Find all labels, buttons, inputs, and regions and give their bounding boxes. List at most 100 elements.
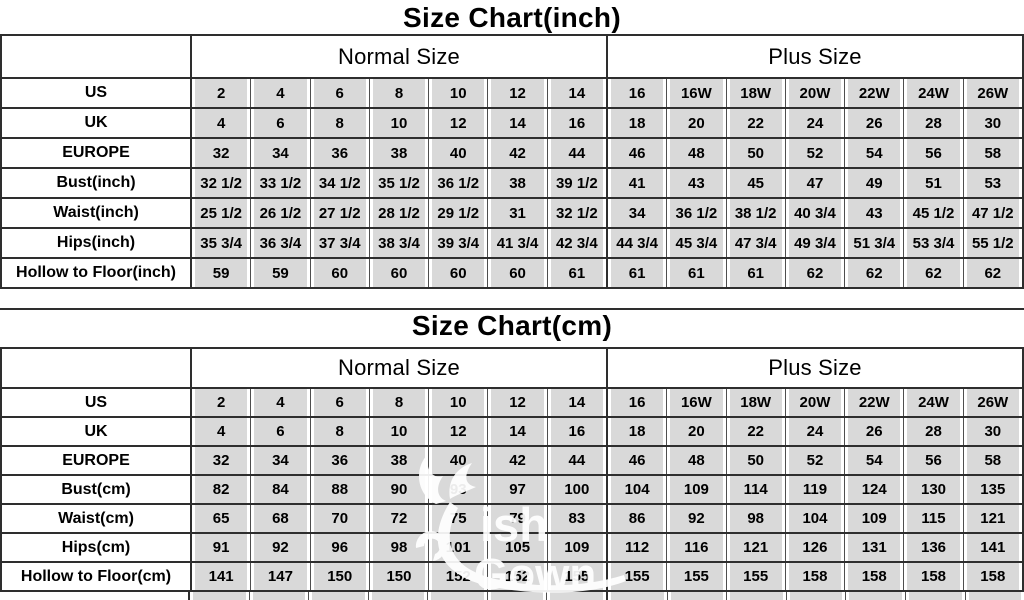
group-header-plus-size: Plus Size [606,349,1022,387]
size-value-cell: 59 [190,259,251,287]
size-value-cell: 24W [903,389,963,416]
size-value-cell: 83 [546,505,606,532]
size-value-cell: 158 [962,563,1022,590]
size-value-cell: 43 [666,169,726,197]
size-value-cell: 105 [487,534,547,561]
size-value-cell: 58 [962,139,1022,167]
size-value-cell: 48 [666,447,726,474]
size-value-cell: 49 [844,169,904,197]
size-value-cell: 33 1/2 [250,169,310,197]
size-value-cell: 29 1/2 [428,199,488,227]
row-label-europe: EUROPE [2,447,190,474]
size-value-cell: 34 [605,199,667,227]
size-value-cell: 45 3/4 [666,229,726,257]
size-value-cell: 50 [725,139,785,167]
size-value-cell: 155 [666,563,726,590]
size-value-cell: 27 1/2 [309,199,369,227]
size-value-cell: 61 [546,259,606,287]
size-value-cell: 97 [487,476,547,503]
size-value-cell: 16W [666,79,726,107]
size-value-cell: 75 [428,505,488,532]
size-value-cell: 155 [546,563,606,590]
size-value-cell: 55 1/2 [962,229,1022,257]
size-value-cell: 10 [428,389,488,416]
size-value-cell: 60 [368,259,429,287]
size-value-cell: 44 3/4 [605,229,667,257]
size-value-cell: 126 [784,534,845,561]
size-value-cell: 32 1/2 [190,169,251,197]
size-value-cell: 2 [190,389,251,416]
size-value-cell: 32 [190,447,251,474]
cropped-empty-cell [726,592,786,600]
size-value-cell: 26 1/2 [250,199,310,227]
size-value-cell: 45 [725,169,785,197]
size-value-cell: 93 [428,476,488,503]
table-row-bust-inch: Bust(inch) 32 1/2 33 1/2 34 1/2 35 1/2 36 1/2… [2,167,1022,197]
size-value-cell: 14 [546,79,606,107]
size-value-cell: 16 [605,79,667,107]
size-value-cell: 28 [903,418,963,445]
size-value-cell: 34 [250,447,310,474]
size-value-cell: 39 3/4 [428,229,488,257]
size-value-cell: 24 [784,109,845,137]
size-value-cell: 61 [725,259,785,287]
size-value-cell: 82 [190,476,251,503]
row-label-us: US [2,79,190,107]
size-value-cell: 47 [784,169,845,197]
size-value-cell: 92 [250,534,310,561]
size-value-cell: 100 [546,476,606,503]
size-value-cell: 36 1/2 [666,199,726,227]
size-value-cell: 14 [546,389,606,416]
size-value-cell: 35 3/4 [190,229,251,257]
size-value-cell: 147 [250,563,310,590]
cropped-empty-cell [427,592,487,600]
cropped-next-row [0,592,1024,600]
size-value-cell: 40 [428,447,488,474]
size-value-cell: 12 [487,79,547,107]
cropped-empty-cell [486,592,547,600]
size-value-cell: 60 [428,259,488,287]
size-value-cell: 90 [368,476,429,503]
size-value-cell: 41 [605,169,667,197]
row-label-waist-inch: Waist(inch) [2,199,190,227]
size-value-cell: 131 [844,534,904,561]
size-value-cell: 44 [546,447,606,474]
size-value-cell: 40 3/4 [784,199,845,227]
size-value-cell: 136 [903,534,963,561]
size-value-cell: 42 [487,139,547,167]
size-value-cell: 121 [962,505,1022,532]
row-label-uk: UK [2,418,190,445]
size-value-cell: 54 [844,139,904,167]
size-value-cell: 62 [844,259,904,287]
size-value-cell: 14 [487,418,547,445]
row-label-bust-cm: Bust(cm) [2,476,190,503]
table-row-uk: UK 4 6 8 10 12 14 16 18 20 22 24 26 28 30 [2,416,1022,445]
size-value-cell: 40 [428,139,488,167]
table-row-hollow-to-floor-cm: Hollow to Floor(cm) 141 147 150 150 152 152 155… [2,561,1022,590]
size-value-cell: 115 [903,505,963,532]
size-value-cell: 20 [666,418,726,445]
size-value-cell: 158 [844,563,904,590]
size-value-cell: 46 [605,139,667,167]
size-value-cell: 124 [844,476,904,503]
corner-cell [2,349,190,387]
size-value-cell: 36 1/2 [428,169,488,197]
size-value-cell: 91 [190,534,251,561]
size-value-cell: 44 [546,139,606,167]
size-value-cell: 155 [605,563,667,590]
size-value-cell: 62 [962,259,1022,287]
size-value-cell: 20 [666,109,726,137]
size-value-cell: 121 [725,534,785,561]
size-value-cell: 6 [250,418,310,445]
size-value-cell: 26 [844,418,904,445]
size-value-cell: 59 [250,259,310,287]
size-value-cell: 28 1/2 [368,199,429,227]
row-label-europe: EUROPE [2,139,190,167]
size-value-cell: 16 [605,389,667,416]
size-value-cell: 46 [605,447,667,474]
size-value-cell: 37 3/4 [309,229,369,257]
size-value-cell: 6 [250,109,310,137]
row-label-waist-cm: Waist(cm) [2,505,190,532]
cropped-empty-cell [904,592,965,600]
table-row-europe: EUROPE 32 34 36 38 40 42 44 46 48 50 52 54 56 58 [2,445,1022,474]
